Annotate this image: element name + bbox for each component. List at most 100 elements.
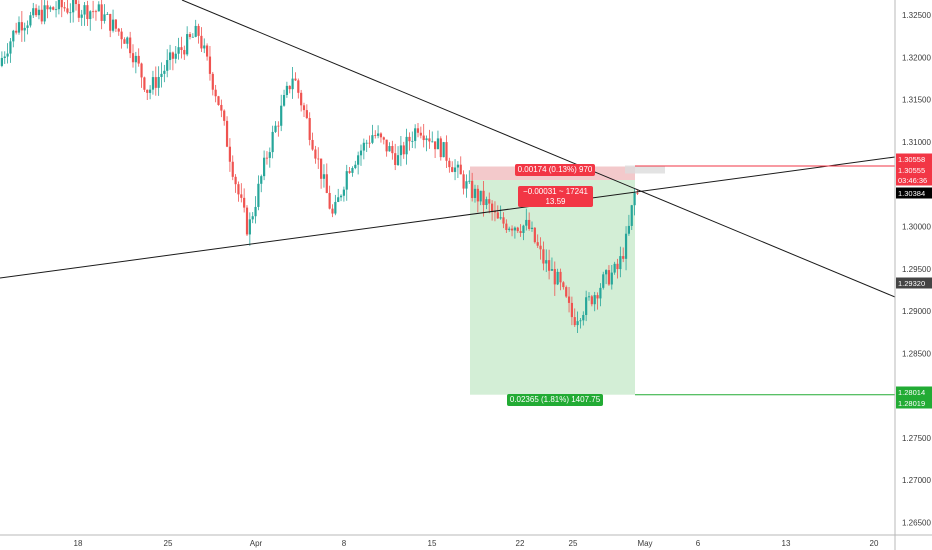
low-badge-text: 1.29320 [898, 279, 925, 288]
candle-body [314, 149, 317, 159]
candle-body [328, 192, 331, 209]
candle-body [46, 5, 49, 10]
ascending-trendline [0, 156, 896, 279]
candle-body [191, 36, 194, 38]
candle-body [439, 138, 442, 158]
candle-body [565, 287, 568, 297]
candle-body [183, 49, 186, 55]
candle-body [77, 4, 80, 18]
candle-body [126, 37, 129, 44]
candle-body [94, 11, 98, 13]
candle-body [231, 161, 234, 177]
candle-body [166, 60, 169, 71]
candle-body [362, 142, 365, 151]
candle-body [493, 211, 497, 213]
candle-body [425, 138, 428, 141]
candle-body [479, 190, 482, 202]
candle-body [302, 105, 306, 111]
candle-body [451, 167, 454, 172]
candle-body [322, 174, 326, 179]
candle-body [15, 30, 18, 33]
candle-body [491, 203, 494, 212]
x-tick-label: 25 [164, 539, 173, 548]
candle-body [194, 25, 197, 37]
candle-body [137, 55, 140, 64]
candle-body [300, 92, 303, 106]
y-tick-label: 1.27500 [902, 434, 931, 443]
candle-body [92, 11, 95, 13]
candle-body [553, 269, 556, 285]
target-label-text: 0.02365 (1.81%) 1407.75 [510, 395, 601, 404]
candle-body [203, 45, 206, 49]
candle-body [211, 73, 214, 90]
candle-body [576, 321, 579, 326]
candle-body [516, 227, 519, 232]
candle-body [476, 188, 479, 202]
time-axis[interactable]: 18 25 Apr 8 15 22 25 May 6 13 20 [74, 539, 879, 548]
y-tick-label: 1.28500 [902, 349, 931, 358]
y-tick-label: 1.30000 [902, 223, 931, 232]
stop-badge [896, 153, 932, 165]
candle-body [582, 314, 585, 321]
candle-body [562, 282, 565, 288]
candle-body [396, 155, 400, 165]
candle-body [536, 242, 539, 246]
candle-body [117, 28, 120, 32]
stop-badge-text: 1.30558 [898, 155, 925, 164]
candle-body [445, 142, 448, 161]
trendline-layer[interactable] [0, 0, 896, 396]
candle-body [83, 5, 86, 15]
candle-body [294, 78, 297, 81]
candle-body [365, 142, 368, 144]
candle-body [408, 136, 411, 142]
candle-body [100, 4, 103, 21]
candle-body [257, 183, 260, 207]
candle-body [579, 320, 582, 322]
candle-body [556, 271, 559, 285]
y-tick-label: 1.32500 [902, 11, 931, 20]
candle-body [619, 256, 622, 270]
candle-body [510, 228, 514, 231]
target-badge [896, 386, 932, 398]
candle-body [168, 52, 172, 61]
candle-body [0, 57, 3, 66]
price-axis[interactable]: 1.32500 1.32000 1.31500 1.31000 1.30000 1.295… [902, 11, 931, 527]
candle-body [325, 174, 328, 193]
candle-body [388, 146, 391, 152]
candle-body [607, 270, 611, 285]
candle-body [485, 199, 488, 206]
x-tick-label: 22 [516, 539, 525, 548]
candle-body [214, 89, 217, 97]
candle-body [254, 206, 257, 217]
candle-body [23, 27, 26, 31]
candle-body [482, 190, 485, 206]
target2-badge-text: 1.28019 [898, 399, 925, 408]
y-tick-label: 1.31500 [902, 96, 931, 105]
candle-body [405, 136, 408, 155]
candle-body [499, 217, 502, 219]
candle-body [297, 80, 300, 93]
candle-body [43, 5, 46, 22]
entry-badge [896, 164, 932, 176]
candle-body [394, 153, 397, 165]
candle-body [519, 231, 522, 233]
candle-body [590, 296, 593, 305]
candle-body [220, 104, 223, 111]
candle-body [570, 302, 573, 318]
candle-body [505, 223, 508, 230]
candle-body [431, 141, 434, 143]
candle-body [434, 141, 437, 150]
candle-body [342, 189, 345, 196]
candle-body [9, 41, 12, 54]
candle-body [245, 207, 249, 235]
candle-body [533, 227, 536, 243]
candle-body [317, 158, 320, 160]
candle-body [149, 89, 152, 93]
candle-body [411, 140, 414, 142]
candle-body [402, 145, 405, 155]
candle-body [20, 22, 23, 31]
candle-body [106, 14, 109, 15]
candle-body [146, 89, 149, 93]
price-box [625, 165, 665, 174]
